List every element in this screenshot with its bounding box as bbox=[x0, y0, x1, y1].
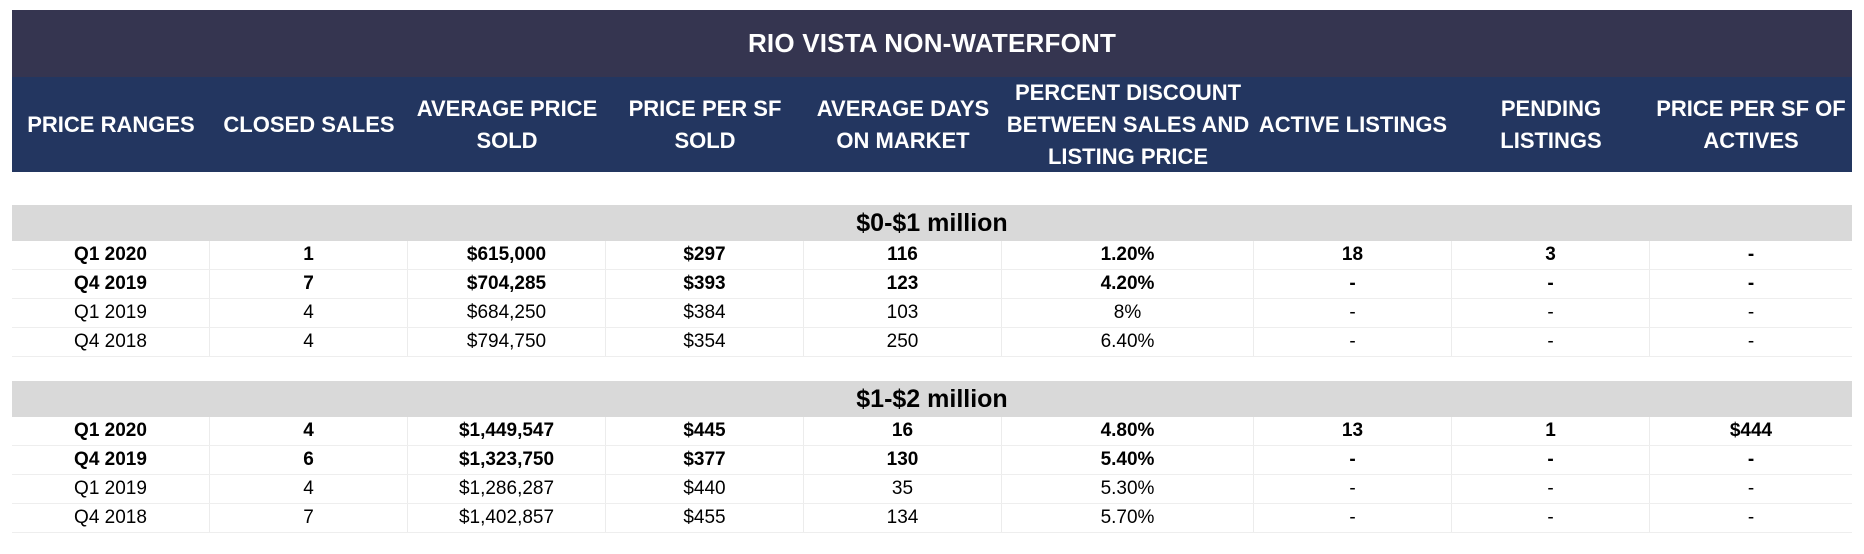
cell-price-per-sf-actives: - bbox=[1747, 478, 1755, 499]
cell-price-per-sf: $455 bbox=[606, 504, 804, 532]
header-average-days-on-market: AVERAGE DAYS ON MARKET bbox=[816, 96, 990, 153]
cell-closed-sales: 4 bbox=[210, 299, 408, 327]
cell-closed-sales: 1 bbox=[210, 241, 408, 269]
cell-active-listings: - bbox=[1254, 299, 1452, 327]
cell-active-listings: 18 bbox=[1254, 241, 1452, 269]
table-row: Q4 2019 7 $704,285 $393 123 4.20% - - - bbox=[12, 270, 1852, 299]
cell-closed-sales: 7 bbox=[210, 270, 408, 298]
header-average-price-sold: AVERAGE PRICE SOLD bbox=[416, 96, 598, 153]
header-active-listings: ACTIVE LISTINGS bbox=[1258, 112, 1448, 137]
cell-percent-discount: 5.40% bbox=[1002, 446, 1254, 474]
table-row: Q4 2019 6 $1,323,750 $377 130 5.40% - - … bbox=[12, 446, 1852, 475]
cell-average-price: $794,750 bbox=[408, 328, 606, 356]
cell-average-price: $1,449,547 bbox=[408, 417, 606, 445]
cell-days-on-market: 35 bbox=[804, 475, 1002, 503]
cell-pending-listings: - bbox=[1452, 270, 1650, 298]
table-title: RIO VISTA NON-WATERFONT bbox=[12, 10, 1852, 77]
column-header-row: PRICE RANGES CLOSED SALES AVERAGE PRICE … bbox=[12, 77, 1852, 172]
cell-price-per-sf: $297 bbox=[606, 241, 804, 269]
cell-active-listings: 13 bbox=[1254, 417, 1452, 445]
cell-days-on-market: 134 bbox=[804, 504, 1002, 532]
section-rows-1-2-million: Q1 2020 4 $1,449,547 $445 16 4.80% 13 1 … bbox=[12, 417, 1852, 533]
header-pending-listings: PENDING LISTINGS bbox=[1500, 96, 1602, 153]
cell-price-per-sf-actives: - bbox=[1747, 302, 1755, 323]
cell-closed-sales: 4 bbox=[210, 328, 408, 356]
cell-percent-discount: 1.20% bbox=[1002, 241, 1254, 269]
cell-percent-discount: 5.30% bbox=[1002, 475, 1254, 503]
cell-period: Q4 2019 bbox=[12, 446, 210, 474]
cell-period: Q4 2018 bbox=[12, 328, 210, 356]
cell-period: Q4 2018 bbox=[12, 504, 210, 532]
cell-period: Q4 2019 bbox=[12, 270, 210, 298]
cell-days-on-market: 123 bbox=[804, 270, 1002, 298]
table-row: Q4 2018 7 $1,402,857 $455 134 5.70% - - … bbox=[12, 504, 1852, 533]
cell-price-per-sf: $393 bbox=[606, 270, 804, 298]
cell-price-per-sf: $445 bbox=[606, 417, 804, 445]
cell-price-per-sf-actives: $444 bbox=[1729, 420, 1773, 441]
cell-price-per-sf-actives: - bbox=[1747, 244, 1755, 265]
header-closed-sales: CLOSED SALES bbox=[223, 112, 395, 137]
cell-percent-discount: 6.40% bbox=[1002, 328, 1254, 356]
cell-average-price: $684,250 bbox=[408, 299, 606, 327]
cell-active-listings: - bbox=[1254, 446, 1452, 474]
cell-percent-discount: 5.70% bbox=[1002, 504, 1254, 532]
cell-pending-listings: 1 bbox=[1452, 417, 1650, 445]
cell-pending-listings: - bbox=[1452, 299, 1650, 327]
cell-pending-listings: 3 bbox=[1452, 241, 1650, 269]
cell-period: Q1 2019 bbox=[12, 299, 210, 327]
table-row: Q4 2018 4 $794,750 $354 250 6.40% - - - bbox=[12, 328, 1852, 357]
cell-pending-listings: - bbox=[1452, 504, 1650, 532]
cell-average-price: $1,402,857 bbox=[408, 504, 606, 532]
cell-days-on-market: 103 bbox=[804, 299, 1002, 327]
table-row: Q1 2019 4 $1,286,287 $440 35 5.30% - - - bbox=[12, 475, 1852, 504]
cell-closed-sales: 4 bbox=[210, 475, 408, 503]
header-percent-discount: PERCENT DISCOUNT BETWEEN SALES AND LISTI… bbox=[1006, 80, 1250, 169]
cell-percent-discount: 4.20% bbox=[1002, 270, 1254, 298]
cell-price-per-sf: $440 bbox=[606, 475, 804, 503]
section-rows-0-1-million: Q1 2020 1 $615,000 $297 116 1.20% 18 3 -… bbox=[12, 241, 1852, 357]
section-header-1-2-million: $1-$2 million bbox=[12, 381, 1852, 417]
section-header-0-1-million: $0-$1 million bbox=[12, 205, 1852, 241]
cell-price-per-sf: $384 bbox=[606, 299, 804, 327]
table-row: Q1 2020 1 $615,000 $297 116 1.20% 18 3 - bbox=[12, 241, 1852, 270]
cell-price-per-sf-actives: - bbox=[1747, 273, 1755, 294]
cell-average-price: $704,285 bbox=[408, 270, 606, 298]
cell-period: Q1 2020 bbox=[12, 241, 210, 269]
cell-active-listings: - bbox=[1254, 328, 1452, 356]
cell-pending-listings: - bbox=[1452, 328, 1650, 356]
cell-pending-listings: - bbox=[1452, 475, 1650, 503]
cell-price-per-sf: $377 bbox=[606, 446, 804, 474]
cell-average-price: $1,323,750 bbox=[408, 446, 606, 474]
cell-days-on-market: 250 bbox=[804, 328, 1002, 356]
cell-period: Q1 2020 bbox=[12, 417, 210, 445]
cell-pending-listings: - bbox=[1452, 446, 1650, 474]
cell-price-per-sf-actives: - bbox=[1747, 449, 1755, 470]
cell-closed-sales: 6 bbox=[210, 446, 408, 474]
header-price-ranges: PRICE RANGES bbox=[27, 112, 195, 137]
cell-average-price: $1,286,287 bbox=[408, 475, 606, 503]
cell-active-listings: - bbox=[1254, 270, 1452, 298]
cell-days-on-market: 116 bbox=[804, 241, 1002, 269]
cell-days-on-market: 16 bbox=[804, 417, 1002, 445]
cell-closed-sales: 7 bbox=[210, 504, 408, 532]
cell-active-listings: - bbox=[1254, 504, 1452, 532]
cell-active-listings: - bbox=[1254, 475, 1452, 503]
cell-closed-sales: 4 bbox=[210, 417, 408, 445]
cell-price-per-sf-actives: - bbox=[1747, 331, 1755, 352]
table-row: Q1 2019 4 $684,250 $384 103 8% - - - bbox=[12, 299, 1852, 328]
cell-price-per-sf-actives: - bbox=[1747, 507, 1755, 528]
header-price-per-sf-sold: PRICE PER SF SOLD bbox=[628, 96, 782, 153]
cell-price-per-sf: $354 bbox=[606, 328, 804, 356]
cell-average-price: $615,000 bbox=[408, 241, 606, 269]
table-row: Q1 2020 4 $1,449,547 $445 16 4.80% 13 1 … bbox=[12, 417, 1852, 446]
cell-period: Q1 2019 bbox=[12, 475, 210, 503]
cell-days-on-market: 130 bbox=[804, 446, 1002, 474]
header-price-per-sf-actives: PRICE PER SF OF ACTIVES bbox=[1656, 96, 1846, 153]
cell-percent-discount: 4.80% bbox=[1002, 417, 1254, 445]
cell-percent-discount: 8% bbox=[1002, 299, 1254, 327]
